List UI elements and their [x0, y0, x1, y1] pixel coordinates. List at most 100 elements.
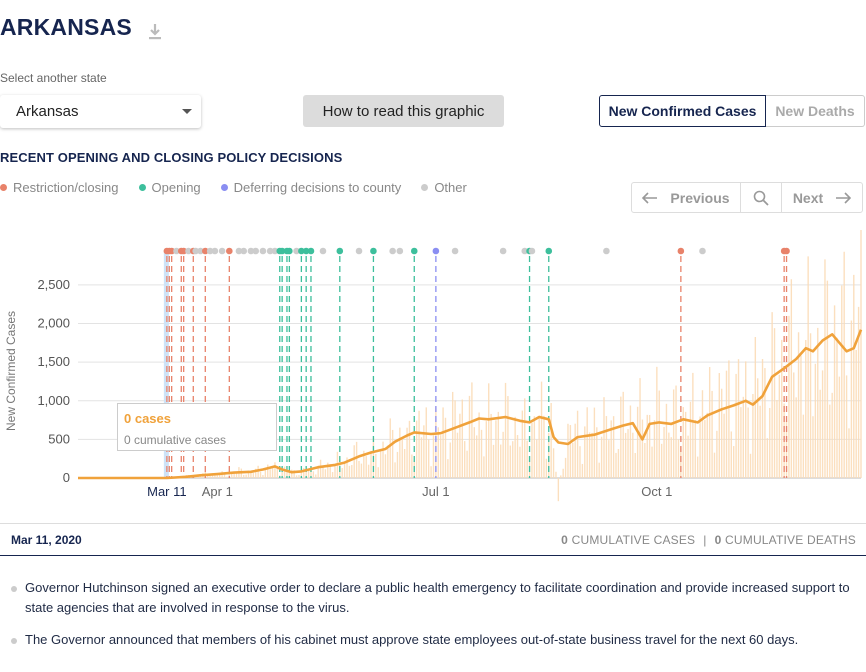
y-tick-label: 1,000: [37, 393, 70, 408]
cumulative-cases-label: CUMULATIVE CASES: [571, 533, 696, 547]
opening-dot-icon: [138, 184, 146, 191]
x-tick-labels: Mar 11 Apr 1 Jul 1 Oct 1: [147, 484, 672, 499]
chevron-down-icon: [182, 109, 192, 114]
cumulative-deaths: 0 CUMULATIVE DEATHS: [715, 533, 856, 547]
state-title: ARKANSAS: [0, 14, 132, 40]
legend-item-other: Other: [421, 180, 467, 195]
policy-dot: [302, 247, 310, 255]
policy-dot: [355, 247, 363, 255]
selected-day-highlight: [163, 250, 169, 478]
new-confirmed-cases-tab[interactable]: New Confirmed Cases: [599, 95, 766, 127]
y-tick-labels: 0 500 1,000 1,500 2,000 2,500: [37, 277, 70, 485]
search-button[interactable]: [741, 183, 782, 212]
divider: [0, 523, 866, 524]
policy-dot: [240, 247, 248, 255]
policy-dot: [396, 247, 404, 255]
policy-dot: [211, 247, 219, 255]
event-item: The Governor announced that members of h…: [10, 630, 856, 650]
x-tick-label: Mar 11: [147, 484, 187, 499]
legend-label: Restriction/closing: [13, 180, 119, 195]
how-to-read-button[interactable]: How to read this graphic: [303, 95, 504, 127]
cases-chart[interactable]: 0 500 1,000 1,500 2,000 2,500 Mar 11 Apr 1 Jul …: [0, 230, 866, 520]
policy-dot: [499, 247, 507, 255]
search-icon: [753, 190, 769, 206]
policy-dot: [699, 247, 706, 255]
average-line: [78, 329, 863, 480]
arrow-left-icon: [642, 191, 658, 204]
policy-legend: Restriction/closing Opening Deferring de…: [0, 180, 487, 195]
legend-label: Opening: [151, 180, 201, 195]
policy-dot: [278, 247, 286, 255]
chart-tooltip: 0 cases 0 cumulative cases: [117, 403, 277, 451]
legend-label: Other: [434, 180, 467, 195]
totals-separator: |: [703, 533, 707, 547]
policy-dot: [521, 247, 529, 255]
policy-dot: [603, 247, 610, 255]
policy-dot: [226, 247, 233, 255]
policy-dot: [677, 247, 685, 255]
policy-dot: [783, 247, 790, 255]
policy-dot: [307, 247, 315, 255]
y-tick-label: 1,500: [37, 354, 70, 369]
x-tick-label: Oct 1: [641, 484, 672, 499]
event-navigation: Previous Next: [631, 182, 863, 213]
legend-item-county: Deferring decisions to county: [220, 180, 402, 195]
previous-button[interactable]: Previous: [632, 183, 741, 212]
cumulative-cases-value: 0: [561, 533, 569, 547]
arrow-right-icon: [836, 191, 852, 204]
y-tick-label: 500: [48, 431, 70, 446]
policy-dot: [389, 247, 396, 255]
policy-dot: [206, 247, 214, 255]
y-tick-label: 2,500: [37, 277, 70, 292]
x-tick-label: Apr 1: [202, 484, 233, 499]
state-select-value: Arkansas: [16, 103, 79, 120]
policy-dot: [197, 247, 204, 255]
policy-dot: [293, 247, 300, 255]
event-item: Governor Hutchinson signed an executive …: [10, 578, 856, 618]
tooltip-cumulative: 0 cumulative cases: [124, 433, 227, 447]
policy-dot: [247, 247, 255, 255]
download-icon[interactable]: [146, 22, 164, 42]
policy-heading: RECENT OPENING AND CLOSING POLICY DECISI…: [0, 150, 343, 165]
policy-dot: [545, 247, 553, 255]
policy-dot: [451, 247, 459, 255]
new-deaths-tab[interactable]: New Deaths: [766, 95, 865, 127]
next-label: Next: [792, 189, 824, 206]
policy-dot: [410, 247, 418, 255]
legend-item-opening: Opening: [138, 180, 201, 195]
policy-dot: [432, 247, 440, 255]
policy-dot: [252, 247, 260, 255]
policy-dot: [235, 247, 243, 255]
policy-dot: [173, 247, 180, 255]
policy-dot: [218, 247, 226, 255]
state-select[interactable]: Arkansas: [0, 95, 201, 128]
y-axis-label: New Confirmed Cases: [4, 311, 18, 431]
cumulative-totals: 0 CUMULATIVE CASES | 0 CUMULATIVE DEATHS: [561, 533, 856, 547]
legend-label: Deferring decisions to county: [233, 180, 402, 195]
policy-dot: [201, 247, 209, 255]
policy-dot: [370, 247, 377, 255]
daily-cases-bars: [168, 230, 862, 502]
x-tick-label: Jul 1: [422, 484, 449, 499]
policy-dot: [319, 247, 327, 255]
policy-dot: [180, 247, 187, 255]
average-line-path: [78, 329, 863, 480]
metric-toggle: New Confirmed Cases New Deaths: [599, 95, 865, 127]
next-button[interactable]: Next: [782, 183, 862, 212]
previous-label: Previous: [670, 189, 730, 206]
restriction-dot-icon: [0, 184, 7, 191]
selected-date: Mar 11, 2020: [11, 533, 82, 547]
policy-dot: [271, 247, 279, 255]
cumulative-cases: 0 CUMULATIVE CASES: [561, 533, 695, 547]
policy-dot: [286, 247, 293, 255]
tooltip-cases: 0 cases: [124, 411, 171, 426]
y-tick-label: 0: [63, 470, 70, 485]
policy-dot: [185, 247, 192, 255]
divider: [0, 555, 866, 556]
cumulative-deaths-label: CUMULATIVE DEATHS: [725, 533, 856, 547]
legend-item-restriction: Restriction/closing: [0, 180, 119, 195]
policy-dot: [259, 247, 267, 255]
policy-dot: [298, 247, 305, 255]
county-dot-icon: [220, 184, 228, 191]
select-state-label: Select another state: [0, 71, 107, 85]
